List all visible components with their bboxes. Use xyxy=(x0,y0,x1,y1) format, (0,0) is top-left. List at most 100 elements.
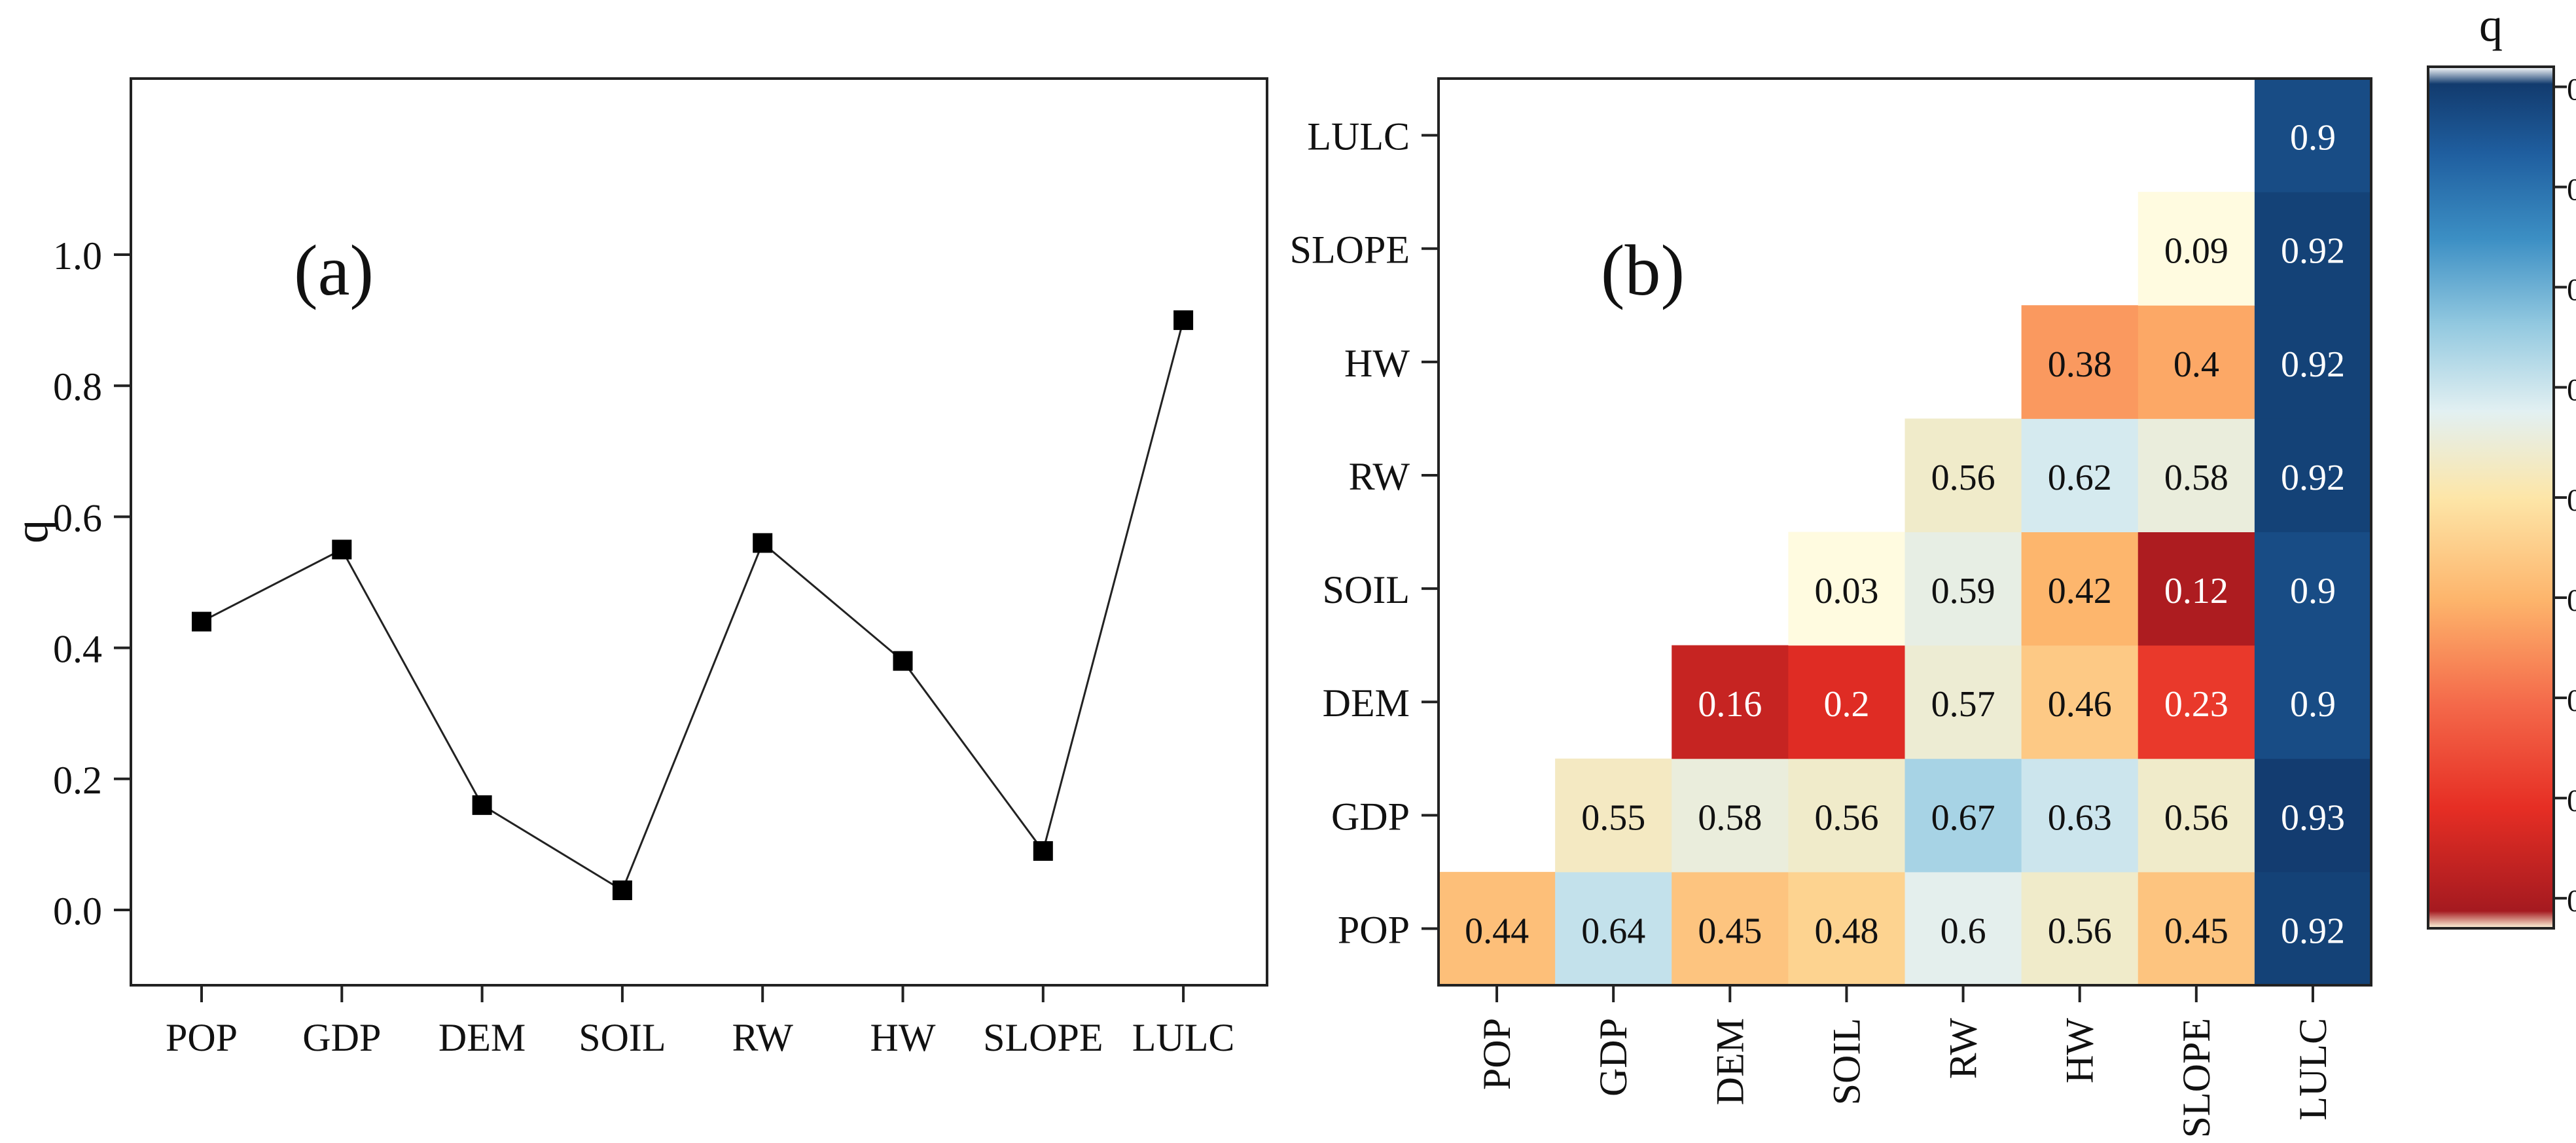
colorbar-title: q xyxy=(2479,0,2503,51)
heatmap-x-tick-label: SLOPE xyxy=(2175,1018,2218,1138)
heatmap-panel: 0.44 0.64 0.45 0.48 0.6 0.56 0.45 0.92 0.55 0.58 0… xyxy=(1290,77,2372,1138)
panel-label-a: (a) xyxy=(294,230,374,310)
cell-value: 0.63 xyxy=(2048,797,2112,838)
y-tick-label: 0.0 xyxy=(53,890,102,933)
cell-value: 0.56 xyxy=(2048,911,2112,951)
heatmap-cell xyxy=(2021,305,2139,419)
heatmap-cell xyxy=(1555,758,1672,873)
y-tick-label: 0.4 xyxy=(53,628,102,671)
x-ticks: POP GDP DEM SOIL RW HW SLOPE LULC xyxy=(166,985,1234,1059)
cell-value: 0.92 xyxy=(2281,344,2345,385)
heatmap-x-tick-label: LULC xyxy=(2291,1018,2334,1121)
heatmap-cell xyxy=(1905,418,2022,532)
cell-value: 0.56 xyxy=(1814,797,1878,838)
heatmap-cell xyxy=(1672,645,1789,759)
heatmap-x-tick-label: DEM xyxy=(1708,1018,1751,1105)
heatmap-y-tick-label: HW xyxy=(1344,342,1410,385)
cell-value: 0.62 xyxy=(2048,458,2112,498)
data-point xyxy=(1173,310,1194,331)
series-line xyxy=(201,319,1185,892)
heatmap-cell xyxy=(2138,758,2255,873)
cell-value: 0.92 xyxy=(2281,458,2345,498)
data-point xyxy=(893,651,913,671)
heatmap-cell xyxy=(1672,871,1789,986)
colorbar-tick-label: 0.22 xyxy=(2567,784,2576,818)
heatmap-y-tick-label: GDP xyxy=(1331,795,1410,838)
heatmap-cell xyxy=(1905,758,2022,873)
heatmap-y-tick-label: LULC xyxy=(1307,115,1410,158)
heatmap-cell xyxy=(1788,871,1905,986)
heatmap-cell xyxy=(2021,532,2139,646)
cell-value: 0.6 xyxy=(1941,911,1986,951)
heatmap-cell xyxy=(2254,418,2372,532)
heatmap-cell xyxy=(2138,418,2255,532)
colorbar-tick-label: 0.12 xyxy=(2567,884,2576,918)
heatmap-cell xyxy=(2254,758,2372,873)
cell-value: 0.44 xyxy=(1465,911,1529,951)
colorbar-tick-label: 0.63 xyxy=(2567,373,2576,408)
cell-value: 0.46 xyxy=(2048,684,2112,725)
heatmap-cell xyxy=(2021,418,2139,532)
x-tick-label: LULC xyxy=(1132,1016,1235,1059)
cell-value: 0.59 xyxy=(1931,571,1995,611)
line-chart-panel: (a) q 0.0 0.2 0.4 0.6 0.8 1.0 POP GDP DEM SOIL RW… xyxy=(5,77,1268,1059)
y-axis-label: q xyxy=(5,520,58,543)
cell-value: 0.16 xyxy=(1698,684,1762,725)
cell-value: 0.45 xyxy=(2164,911,2228,951)
cell-value: 0.23 xyxy=(2164,684,2228,725)
heatmap-x-tick-label: HW xyxy=(2058,1018,2102,1083)
colorbar-ticks: 0.12 0.22 0.32 0.42 0.52 0.63 0.73 0.83 0.93 xyxy=(2554,73,2576,918)
cell-value: 0.4 xyxy=(2174,344,2219,385)
heatmap-y-tick-label: SOIL xyxy=(1323,568,1410,611)
heatmap-cell xyxy=(1905,871,2022,986)
heatmap-cell xyxy=(2138,645,2255,759)
y-ticks: 0.0 0.2 0.4 0.6 0.8 1.0 xyxy=(53,234,131,933)
heatmap-cell xyxy=(2254,871,2372,986)
cell-value: 0.9 xyxy=(2290,571,2336,611)
x-tick-label: GDP xyxy=(302,1016,381,1059)
heatmap-x-tick-label: GDP xyxy=(1592,1018,1635,1097)
data-point xyxy=(1033,841,1053,861)
cell-value: 0.12 xyxy=(2164,571,2228,611)
data-point xyxy=(192,611,211,632)
heatmap-cell xyxy=(2021,645,2139,759)
heatmap-y-tick-label: DEM xyxy=(1323,681,1410,725)
cell-value: 0.09 xyxy=(2164,231,2228,272)
panel-label-b: (b) xyxy=(1601,230,1685,310)
cell-value: 0.64 xyxy=(1581,911,1645,951)
heatmap-x-ticks: POP GDP DEM SOIL RW HW SLOPE LULC xyxy=(1475,985,2334,1138)
heatmap-cell xyxy=(1905,532,2022,646)
y-tick-label: 0.6 xyxy=(53,496,102,539)
x-tick-label: SLOPE xyxy=(983,1016,1103,1059)
y-tick-label: 1.0 xyxy=(53,234,102,278)
heatmap-cell xyxy=(2254,305,2372,419)
colorbar-tick-label: 0.52 xyxy=(2567,483,2576,518)
heatmap-cell xyxy=(2021,871,2139,986)
colorbar-tick-label: 0.73 xyxy=(2567,273,2576,308)
heatmap-y-ticks: POP GDP DEM SOIL RW HW SLOPE LULC xyxy=(1290,115,1439,951)
data-point xyxy=(753,533,773,553)
y-tick-label: 0.8 xyxy=(53,365,102,408)
heatmap-y-tick-label: RW xyxy=(1349,455,1410,498)
heatmap-cell xyxy=(1439,871,1556,986)
cell-value: 0.45 xyxy=(1698,911,1762,951)
series-markers xyxy=(192,310,1194,900)
data-point xyxy=(472,795,492,815)
cell-value: 0.67 xyxy=(1931,797,1995,838)
x-tick-label: SOIL xyxy=(579,1016,666,1059)
cell-value: 0.9 xyxy=(2290,684,2336,725)
heatmap-cell xyxy=(2021,758,2139,873)
line-chart-frame xyxy=(130,77,1268,987)
heatmap-cell xyxy=(2138,305,2255,419)
heatmap-cell xyxy=(1555,871,1672,986)
colorbar-tick-label: 0.32 xyxy=(2567,683,2576,718)
heatmap-y-tick-label: POP xyxy=(1338,908,1410,951)
heatmap-x-tick-label: SOIL xyxy=(1825,1018,1868,1105)
colorbar-tick-label: 0.42 xyxy=(2567,583,2576,618)
cell-value: 0.58 xyxy=(2164,458,2228,498)
cell-value: 0.93 xyxy=(2281,797,2345,838)
cell-value: 0.57 xyxy=(1931,684,1995,725)
data-point xyxy=(332,539,352,560)
heatmap-cell xyxy=(1905,645,2022,759)
